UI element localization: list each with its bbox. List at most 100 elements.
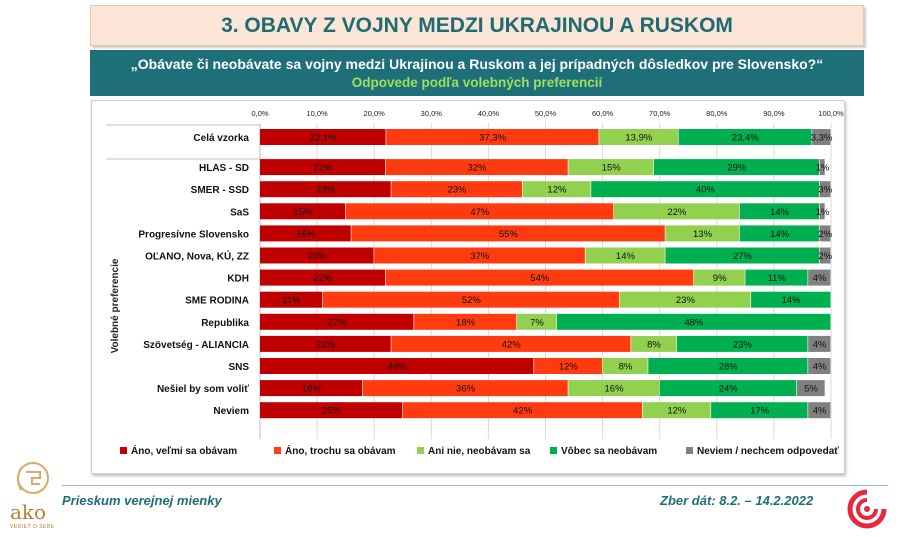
swirl-logo-icon [847,489,887,529]
bar-segment [665,225,740,242]
category-label: OĽANO, Nova, KÚ, ZZ [145,250,249,263]
category-label: SaS [230,207,249,218]
data-label: 5% [804,384,818,395]
legend-swatch [686,447,693,454]
data-label: 12% [667,406,687,417]
category-label: Celá vzorka [193,133,249,144]
category-label: Republika [201,318,249,329]
data-label: 4% [813,339,827,350]
bar-segment [260,159,386,176]
x-tick-label: 60,0% [592,109,614,118]
bar-segment [648,358,808,374]
data-label: 12% [559,362,579,373]
data-label: 36% [456,384,476,395]
bar-segment [260,313,414,330]
bar-segment [739,203,819,220]
data-label: 47% [470,207,490,218]
category-label: Neviem [213,406,249,417]
bar-segment [260,247,374,264]
footer-survey-label: Prieskum verejnej mienky [62,493,222,508]
title-banner: 3. OBAVY Z VOJNY MEDZI UKRAJINOU A RUSKO… [90,5,864,46]
data-label: 22% [667,207,687,218]
data-label: 17% [750,406,770,417]
data-label: 2% [818,251,832,262]
data-label: 29% [727,163,747,174]
bar-segment [585,247,665,264]
data-label: 42% [513,406,533,417]
bar-segment [642,402,711,419]
data-label: 27% [328,317,348,328]
data-label: 23% [316,339,336,350]
data-label: 11% [282,295,301,306]
x-tick-label: 100,0% [818,109,844,118]
bar-segment [522,181,591,198]
bar-segment [402,402,642,419]
data-label: 1% [816,163,830,174]
bar-segment [819,247,831,264]
bar-segment [345,203,614,220]
legend-label: Vôbec sa neobávam [561,446,657,457]
category-label: HLAS - SD [199,163,249,174]
bar-segment [745,269,808,286]
data-label: 14% [616,251,636,262]
data-label: 37,3% [479,133,506,144]
category-label: SNS [228,362,249,373]
data-label: 15% [293,207,313,218]
legend-swatch [417,447,424,454]
bar-segment [260,203,346,220]
bar-segment [386,129,599,145]
legend-label: Áno, veľmi sa obávam [131,444,237,457]
data-label: 8% [647,339,661,350]
bar-segment [653,159,819,176]
bar-segment [614,203,740,220]
bar-segment [819,159,825,176]
legend-label: Ani nie, neobávam sa [428,446,531,457]
footer-date-range: Zber dát: 8.2. – 14.2.2022 [660,493,814,508]
x-tick-label: 0,0% [251,109,268,118]
x-tick-label: 90,0% [763,109,785,118]
category-label: Nešiel by som voliť [157,384,249,395]
x-tick-label: 20,0% [364,109,386,118]
bar-segment [631,335,677,352]
bar-segment [260,380,363,397]
footer-divider [62,485,888,486]
bar-segment [260,269,386,286]
logo-tagline: VEDIEŤ O SEBE [10,524,55,530]
data-label: 16% [605,384,625,395]
bar-segment [665,247,819,264]
bar-segment [591,181,819,198]
data-label: 28% [719,362,739,373]
x-tick-label: 40,0% [478,109,500,118]
legend-swatch [274,447,281,454]
bar-segment [374,247,585,264]
page-title: 3. OBAVY Z VOJNY MEDZI UKRAJINOU A RUSKO… [221,13,733,37]
bar-segment [260,291,323,308]
bar-segment [260,335,391,352]
bar-segment [260,225,351,242]
logo-wordmark: ako [10,500,47,524]
legend-label: Áno, trochu sa obávam [285,444,396,457]
bar-segment [414,313,517,330]
bar-segment [659,380,797,397]
bar-segment [796,380,825,397]
data-label: 14% [770,229,790,240]
bar-segment [556,313,831,330]
category-label: Szövetség - ALIANCIA [143,340,249,351]
data-label: 22% [313,163,333,174]
bar-segment [322,291,620,308]
legend-label: Neviem / nechcem odpovedať [697,446,839,457]
bar-segment [362,380,568,397]
ako-logo-icon [17,462,49,494]
data-label: 23,4% [732,133,759,144]
data-label: 4% [813,362,827,373]
category-label: SME RODINA [185,296,249,307]
data-label: 15% [602,163,622,174]
bar-segment [711,402,808,419]
data-label: 22,1% [310,133,337,144]
category-label: SMER - SSD [191,185,249,196]
data-label: 27% [733,251,753,262]
bar-segment [534,358,602,374]
bar-segment [260,358,534,374]
bar-segment [391,181,523,198]
subtitle-text: Odpovede podľa volebných preferencií [351,75,603,90]
